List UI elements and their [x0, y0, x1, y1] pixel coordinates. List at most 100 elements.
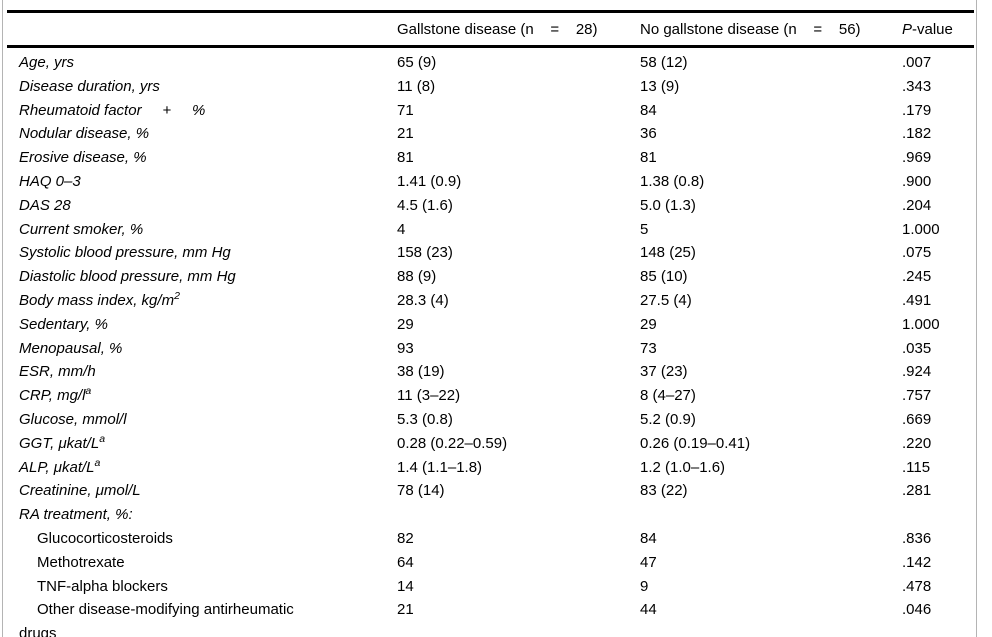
table-row: Glucocorticosteroids 82 84 .836 [7, 527, 974, 551]
superscript-note: a [85, 385, 92, 398]
row-label: Diastolic blood pressure, mm Hg [19, 268, 236, 286]
row-label: Rheumatoid factor + % [19, 101, 206, 119]
no-gallstone-value: 5.2 (0.9) [640, 410, 696, 428]
p-value: 1.000 [902, 220, 940, 238]
no-gallstone-value: 13 (9) [640, 77, 680, 95]
p-value-rest: -value [912, 20, 953, 38]
table-row: RA treatment, %: [7, 503, 974, 527]
table-row: Other disease-modifying antirheumatic dru… [7, 598, 974, 637]
no-gallstone-value: 0.26 (0.19–0.41) [640, 434, 751, 452]
superscript-note: a [94, 456, 101, 469]
gallstone-value: 21 [397, 125, 414, 143]
gallstone-value: 93 [397, 339, 414, 357]
gallstone-value: 71 [397, 101, 414, 119]
superscript-note: a [99, 432, 106, 445]
p-value: .182 [902, 125, 932, 143]
no-gallstone-value: 36 [640, 125, 657, 143]
no-gallstone-value: 8 (4–27) [640, 387, 696, 405]
row-label: DAS 28 [19, 196, 71, 214]
p-value: .245 [902, 268, 932, 286]
table-row: Creatinine, μmol/L 78 (14) 83 (22) .281 [7, 479, 974, 503]
table-row: Glucose, mmol/l 5.3 (0.8) 5.2 (0.9) .669 [7, 408, 974, 432]
row-label: Glucocorticosteroids [37, 529, 173, 547]
table-row: Disease duration, yrs 11 (8) 13 (9) .343 [7, 75, 974, 99]
no-gallstone-value: 27.5 (4) [640, 291, 692, 309]
p-value: .204 [902, 196, 932, 214]
header-no-gallstone-column: No gallstone disease (n = 56) [640, 20, 861, 38]
p-value: .220 [902, 434, 932, 452]
gallstone-value: 14 [397, 577, 414, 595]
row-label: TNF-alpha blockers [37, 577, 168, 595]
p-value: .669 [902, 410, 932, 428]
row-label: Creatinine, μmol/L [19, 482, 141, 500]
gallstone-value: 1.41 (0.9) [397, 172, 462, 190]
table-row: Rheumatoid factor + % 71 84 .179 [7, 99, 974, 123]
table-row: HAQ 0–3 1.41 (0.9) 1.38 (0.8) .900 [7, 170, 974, 194]
table-row: Diastolic blood pressure, mm Hg 88 (9) 85 … [7, 265, 974, 289]
p-value: .281 [902, 482, 932, 500]
no-gallstone-value: 81 [640, 149, 657, 167]
p-value: .478 [902, 577, 932, 595]
header-p-value-column: P-value [902, 12, 974, 47]
p-value: .757 [902, 387, 932, 405]
row-label: Body mass index, kg/m2 [19, 289, 180, 309]
p-value: .046 [902, 601, 932, 619]
row-label: Menopausal, % [19, 339, 123, 357]
row-label: ALP, μkat/La [19, 456, 101, 476]
row-label: Methotrexate [37, 553, 125, 571]
table-row: DAS 28 4.5 (1.6) 5.0 (1.3) .204 [7, 194, 974, 218]
table-row: ESR, mm/h 38 (19) 37 (23) .924 [7, 360, 974, 384]
row-label: Nodular disease, % [19, 125, 150, 143]
gallstone-value: 88 (9) [397, 268, 437, 286]
row-label: HAQ 0–3 [19, 172, 81, 190]
no-gallstone-value: 84 [640, 101, 657, 119]
gallstone-value: 1.4 (1.1–1.8) [397, 458, 483, 476]
gallstone-value: 28.3 (4) [397, 291, 449, 309]
row-label: Age, yrs [19, 54, 75, 71]
gallstone-value: 29 [397, 315, 414, 333]
p-value: .007 [902, 54, 932, 71]
table-row: Erosive disease, % 81 81 .969 [7, 146, 974, 170]
row-label: Sedentary, % [19, 315, 108, 333]
gallstone-value: 11 (3–22) [397, 387, 461, 405]
row-label: RA treatment, %: [19, 506, 133, 524]
p-value: .075 [902, 244, 932, 262]
p-value: .343 [902, 77, 932, 95]
gallstone-value: 38 (19) [397, 363, 445, 381]
gallstone-value: 4 [397, 220, 406, 238]
gallstone-value: 65 (9) [397, 54, 437, 71]
table-row: Nodular disease, % 21 36 .182 [7, 122, 974, 146]
row-label: CRP, mg/la [19, 385, 92, 405]
row-label: Glucose, mmol/l [19, 410, 127, 428]
table-row: Methotrexate 64 47 .142 [7, 551, 974, 575]
gallstone-value: 78 (14) [397, 482, 445, 500]
gallstone-value: 11 (8) [397, 77, 436, 95]
table-row: Body mass index, kg/m2 28.3 (4) 27.5 (4) .4… [7, 289, 974, 313]
table-row: CRP, mg/la 11 (3–22) 8 (4–27) .757 [7, 384, 974, 408]
table-row: Systolic blood pressure, mm Hg 158 (23) 14… [7, 241, 974, 265]
no-gallstone-value: 1.38 (0.8) [640, 172, 705, 190]
superscript-note: 2 [174, 289, 180, 302]
p-value: .142 [902, 553, 932, 571]
row-label: Erosive disease, % [19, 149, 147, 167]
gallstone-value: 81 [397, 149, 414, 167]
table-row: ALP, μkat/La 1.4 (1.1–1.8) 1.2 (1.0–1.6) .1… [7, 456, 974, 480]
no-gallstone-value: 85 (10) [640, 268, 688, 286]
p-value: .115 [902, 458, 931, 476]
p-value: .924 [902, 363, 932, 381]
gallstone-value: 21 [397, 601, 414, 619]
table-body: Age, yrs 65 (9) 58 (12) .007 Disease duratio… [7, 47, 974, 637]
row-label: GGT, μkat/La [19, 432, 106, 452]
row-label: ESR, mm/h [19, 363, 96, 381]
row-label: Current smoker, % [19, 220, 144, 238]
p-value: .491 [902, 291, 932, 309]
p-value-italic-p: P [902, 20, 913, 38]
no-gallstone-value: 148 (25) [640, 244, 696, 262]
table-row: TNF-alpha blockers 14 9 .478 [7, 575, 974, 599]
no-gallstone-value: 84 [640, 529, 657, 547]
clinical-characteristics-table: Gallstone disease (n = 28) No gallstone … [7, 10, 974, 637]
p-value: .179 [902, 101, 932, 119]
header-row: Gallstone disease (n = 28) No gallstone … [7, 11, 974, 47]
table-row: GGT, μkat/La 0.28 (0.22–0.59) 0.26 (0.19–0… [7, 432, 974, 456]
